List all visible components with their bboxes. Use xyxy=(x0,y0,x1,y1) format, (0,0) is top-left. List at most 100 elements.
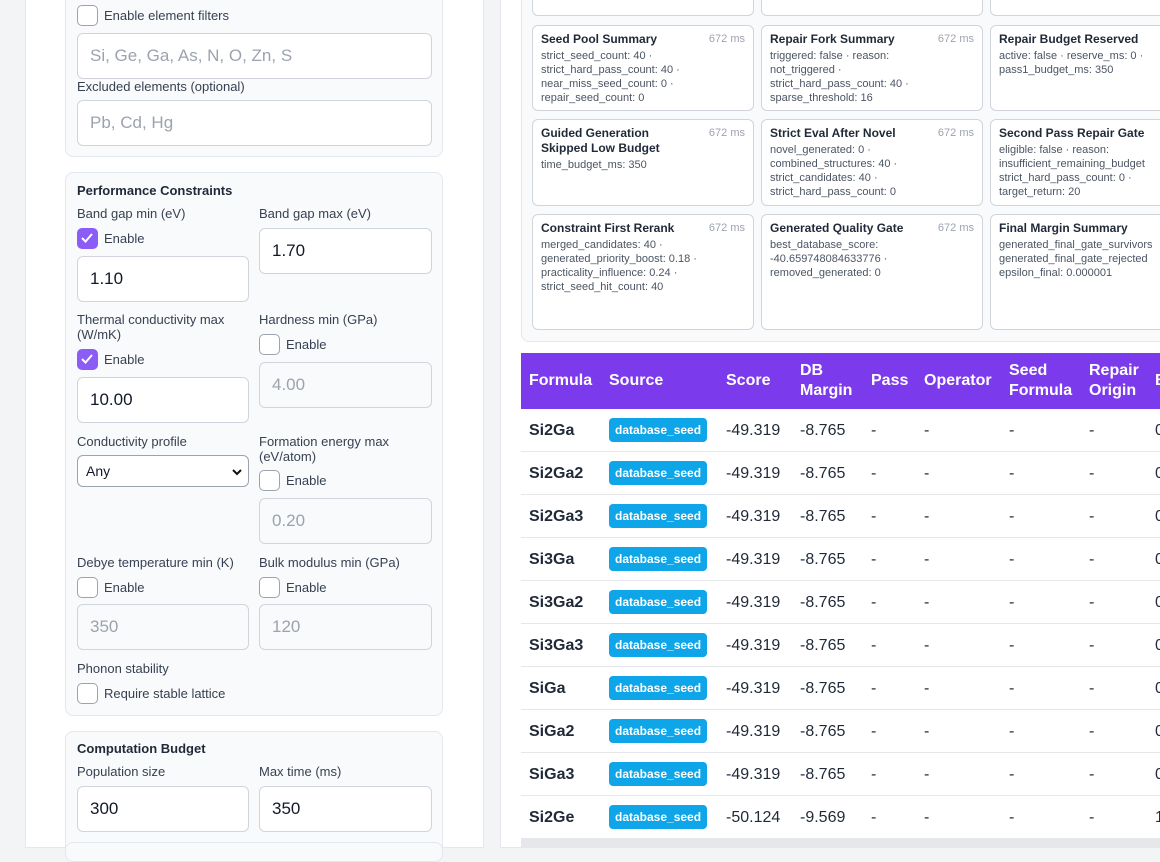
number-input[interactable]: 10.00 xyxy=(77,377,249,423)
column-header[interactable]: B xyxy=(1155,361,1160,401)
number-input[interactable]: 1.70 xyxy=(259,228,432,274)
checkbox[interactable] xyxy=(77,349,98,370)
column-header[interactable]: DB Margin xyxy=(800,362,853,399)
table-cell: - xyxy=(871,465,877,482)
field-label: Band gap max (eV) xyxy=(259,206,372,221)
table-cell: - xyxy=(871,637,877,654)
column-header[interactable]: Operator xyxy=(924,372,992,389)
table-header xyxy=(521,353,1160,409)
table-cell: -49.319 xyxy=(726,594,781,611)
card-detail: best_database_score: xyxy=(770,239,879,251)
table-cell: - xyxy=(1089,422,1095,439)
source-badge: database_seed xyxy=(609,676,708,700)
source-badge: database_seed xyxy=(609,504,708,528)
source-badge: database_seed xyxy=(609,590,708,614)
table-cell: - xyxy=(1009,465,1015,482)
checkbox[interactable] xyxy=(259,470,280,491)
page: (() => { const data = JSON.parse(documen… xyxy=(25,0,1160,862)
table-cell: - xyxy=(924,551,930,568)
checkbox[interactable] xyxy=(77,228,98,249)
number-input[interactable]: 350 xyxy=(77,604,249,650)
checkbox[interactable] xyxy=(77,577,98,598)
table-cell: 0 xyxy=(1155,766,1160,783)
card-detail: removed_generated: 0 xyxy=(770,267,881,279)
check-icon xyxy=(81,233,93,243)
table-cell: - xyxy=(1009,766,1015,783)
card-title: Strict Eval After Novel xyxy=(770,126,896,140)
card-detail: -40.659748084633776 · xyxy=(770,253,888,265)
field-label: Hardness min (GPa) xyxy=(259,312,378,327)
table-cell: - xyxy=(924,508,930,525)
number-input[interactable]: 350 xyxy=(259,786,432,832)
card-title: Final Margin Summary xyxy=(999,221,1128,235)
card-title: Guided Generation Skipped Low Budget xyxy=(541,126,660,155)
column-header[interactable]: Repair Origin xyxy=(1089,362,1139,399)
card-title: Constraint First Rerank xyxy=(541,221,675,235)
number-input[interactable]: 1.10 xyxy=(77,256,249,302)
field-label: Max time (ms) xyxy=(259,764,342,779)
table-cell: - xyxy=(1089,809,1095,826)
card-detail: generated_final_gate_rejected xyxy=(999,253,1148,265)
card-detail: target_return: 20 xyxy=(999,186,1081,198)
column-header[interactable]: Formula xyxy=(529,372,593,389)
field-label: Thermal conductivity max (W/mK) xyxy=(77,312,225,342)
table-cell: 0 xyxy=(1155,465,1160,482)
source-badge: database_seed xyxy=(609,418,708,442)
table-cell: -8.765 xyxy=(800,680,846,697)
table-cell: - xyxy=(924,766,930,783)
event-card: Guided Generation Skipped Low Budget 672 … xyxy=(532,119,754,206)
card-title: Generated Quality Gate xyxy=(770,221,904,235)
card-detail: insufficient_remaining_budget xyxy=(999,158,1145,170)
checkbox[interactable] xyxy=(77,5,98,26)
table-cell: - xyxy=(1089,594,1095,611)
field-label: Formation energy max (eV/atom) xyxy=(259,434,390,464)
table-cell: -49.319 xyxy=(726,422,781,439)
card-detail: practicality_influence: 0.24 · xyxy=(541,267,678,279)
card-detail: eligible: false · reason: xyxy=(999,144,1110,156)
table-cell: - xyxy=(871,723,877,740)
table-cell: SiGa2 xyxy=(529,723,575,740)
checkbox-label: Enable xyxy=(286,580,327,595)
number-input[interactable]: 120 xyxy=(259,604,432,650)
table-cell: - xyxy=(871,422,877,439)
checkbox[interactable] xyxy=(259,577,280,598)
table-cell: - xyxy=(871,680,877,697)
table-footer xyxy=(521,839,1160,847)
column-header[interactable]: Score xyxy=(726,372,771,389)
field-label: Debye temperature min (K) xyxy=(77,555,234,570)
card-detail: sparse_threshold: 16 xyxy=(770,92,873,104)
chevron xyxy=(232,469,242,476)
card xyxy=(761,0,983,16)
column-header[interactable]: Pass xyxy=(871,372,909,389)
source-badge: database_seed xyxy=(609,547,708,571)
table-cell: Si2Ga2 xyxy=(529,465,584,482)
table-cell: 0 xyxy=(1155,723,1160,740)
card-time: 672 ms xyxy=(937,33,974,45)
number-input[interactable]: 300 xyxy=(77,786,249,832)
table-cell: - xyxy=(924,637,930,654)
table-cell: - xyxy=(1089,508,1095,525)
checkbox-label: Enable xyxy=(104,352,145,367)
select[interactable]: Any xyxy=(77,455,249,487)
table-cell: -49.319 xyxy=(726,680,781,697)
card-detail: epsilon_final: 0.000001 xyxy=(999,267,1113,279)
column-header[interactable]: Source xyxy=(609,372,664,389)
table-cell: - xyxy=(1089,551,1095,568)
number-input[interactable]: 4.00 xyxy=(259,362,432,408)
card-detail: active: false · reserve_ms: 0 · xyxy=(999,50,1144,62)
check-icon xyxy=(81,354,93,364)
column-header[interactable]: Seed Formula xyxy=(1009,362,1073,399)
card-title: Seed Pool Summary xyxy=(541,32,658,46)
table-cell: - xyxy=(1009,422,1015,439)
table-cell: - xyxy=(1009,594,1015,611)
next-section xyxy=(65,842,443,862)
checkbox[interactable] xyxy=(77,683,98,704)
table-cell: SiGa xyxy=(529,680,566,697)
number-input[interactable]: 0.20 xyxy=(259,498,432,544)
source-badge: database_seed xyxy=(609,633,708,657)
table-cell: - xyxy=(1089,723,1095,740)
checkbox[interactable] xyxy=(259,334,280,355)
text-input[interactable]: Pb, Cd, Hg xyxy=(77,100,432,146)
text-input[interactable]: Si, Ge, Ga, As, N, O, Zn, S xyxy=(77,33,432,79)
table-cell: -8.765 xyxy=(800,766,846,783)
